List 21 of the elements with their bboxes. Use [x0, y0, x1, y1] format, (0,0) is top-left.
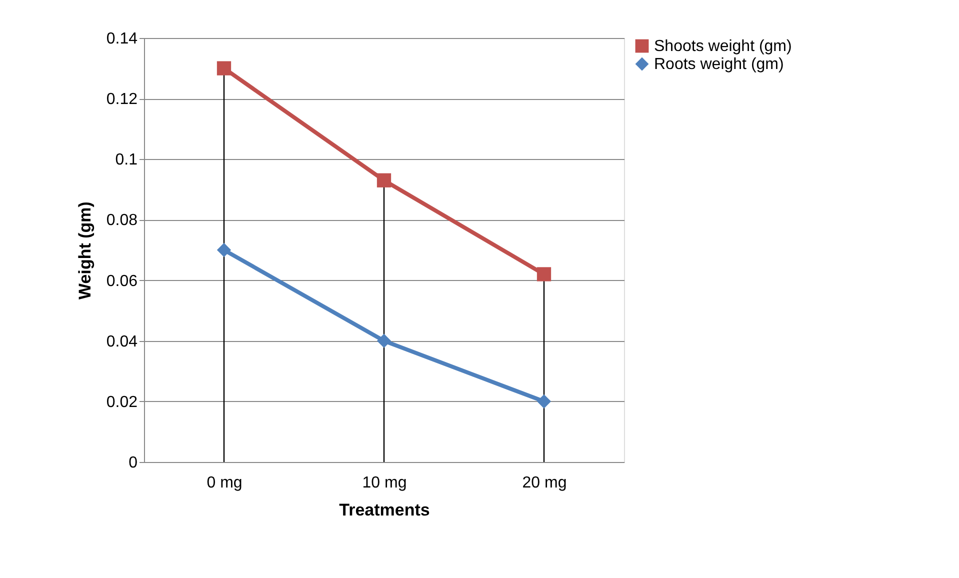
y-axis-title: Weight (gm) — [75, 202, 94, 300]
point — [216, 61, 232, 76]
y-tick-label: 0.06 — [106, 272, 138, 290]
y-tick-label: 0.12 — [106, 91, 138, 108]
point — [216, 242, 232, 258]
x-tick-label: 10 mg — [362, 474, 407, 492]
y-tick-label: 0.08 — [106, 212, 138, 230]
legend-label: Shoots weight (gm) — [654, 38, 792, 55]
x-tick-label: 20 mg — [522, 474, 567, 492]
legend-label: Roots weight (gm) — [654, 56, 784, 73]
x-tick-label: 0 mg — [206, 474, 242, 492]
point — [376, 173, 392, 188]
point — [536, 267, 552, 282]
y-tick-label: 0.04 — [106, 333, 138, 350]
y-tick-label: 0.1 — [115, 152, 138, 169]
x-axis-title: Treatments — [339, 500, 430, 520]
y-tick-label: 0 — [128, 454, 138, 472]
y-tick-label: 0.14 — [106, 30, 138, 48]
point — [376, 334, 392, 348]
point — [536, 394, 552, 408]
y-tick-label: 0.02 — [106, 394, 138, 411]
